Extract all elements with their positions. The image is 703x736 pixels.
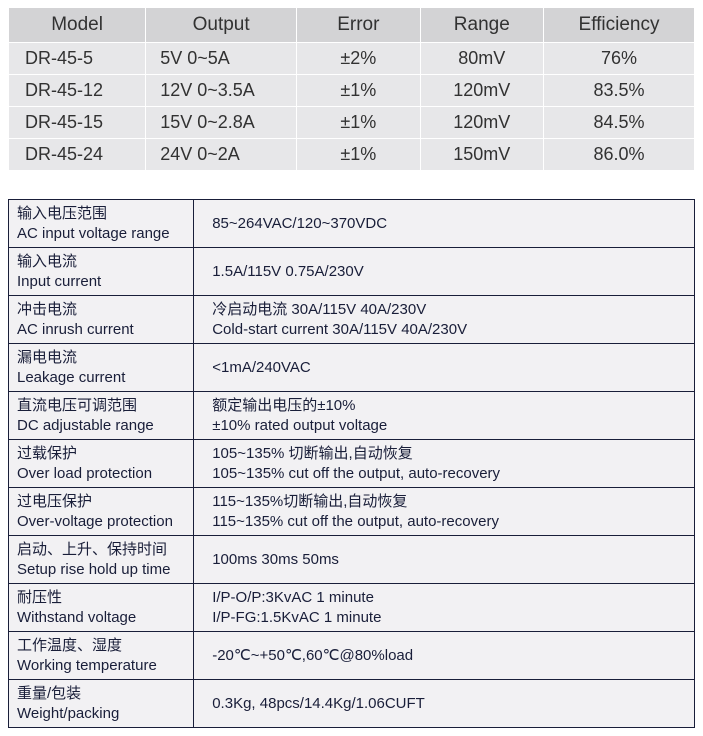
cell-output: 24V 0~2A bbox=[146, 139, 297, 171]
spec-value: 冷启动电流 30A/115V 40A/230VCold-start curren… bbox=[194, 296, 695, 344]
spec-label: 输入电流Input current bbox=[9, 248, 194, 296]
table-row: DR-45-2424V 0~2A±1%150mV86.0% bbox=[9, 139, 695, 171]
spec-value: 105~135% 切断输出,自动恢复105~135% cut off the o… bbox=[194, 440, 695, 488]
cell-range: 120mV bbox=[420, 75, 543, 107]
table-row: DR-45-1212V 0~3.5A±1%120mV83.5% bbox=[9, 75, 695, 107]
spec-row: 重量/包装Weight/packing0.3Kg, 48pcs/14.4Kg/1… bbox=[9, 680, 695, 728]
model-table: Model Output Error Range Efficiency DR-4… bbox=[8, 8, 695, 171]
spec-label: 冲击电流AC inrush current bbox=[9, 296, 194, 344]
spec-row: 冲击电流AC inrush current冷启动电流 30A/115V 40A/… bbox=[9, 296, 695, 344]
spec-table: 输入电压范围AC input voltage range85~264VAC/12… bbox=[8, 199, 695, 728]
spec-label: 耐压性Withstand voltage bbox=[9, 584, 194, 632]
cell-model: DR-45-24 bbox=[9, 139, 146, 171]
spec-row: 漏电电流Leakage current<1mA/240VAC bbox=[9, 344, 695, 392]
spec-value: 100ms 30ms 50ms bbox=[194, 536, 695, 584]
cell-model: DR-45-15 bbox=[9, 107, 146, 139]
spec-row: 耐压性Withstand voltageI/P-O/P:3KvAC 1 minu… bbox=[9, 584, 695, 632]
spec-row: 过电压保护Over-voltage protection115~135%切断输出… bbox=[9, 488, 695, 536]
model-table-header-row: Model Output Error Range Efficiency bbox=[9, 8, 695, 43]
cell-range: 120mV bbox=[420, 107, 543, 139]
cell-range: 150mV bbox=[420, 139, 543, 171]
spec-row: 过载保护Over load protection105~135% 切断输出,自动… bbox=[9, 440, 695, 488]
cell-output: 15V 0~2.8A bbox=[146, 107, 297, 139]
spec-value: 115~135%切断输出,自动恢复115~135% cut off the ou… bbox=[194, 488, 695, 536]
cell-range: 80mV bbox=[420, 43, 543, 75]
spec-label: 输入电压范围AC input voltage range bbox=[9, 200, 194, 248]
spec-value: 85~264VAC/120~370VDC bbox=[194, 200, 695, 248]
spec-label: 漏电电流Leakage current bbox=[9, 344, 194, 392]
spec-label: 过电压保护Over-voltage protection bbox=[9, 488, 194, 536]
spec-row: 输入电压范围AC input voltage range85~264VAC/12… bbox=[9, 200, 695, 248]
spec-value: I/P-O/P:3KvAC 1 minuteI/P-FG:1.5KvAC 1 m… bbox=[194, 584, 695, 632]
cell-efficiency: 84.5% bbox=[544, 107, 695, 139]
spec-label: 启动、上升、保持时间Setup rise hold up time bbox=[9, 536, 194, 584]
col-model: Model bbox=[9, 8, 146, 43]
spec-row: 输入电流Input current1.5A/115V 0.75A/230V bbox=[9, 248, 695, 296]
spec-value: <1mA/240VAC bbox=[194, 344, 695, 392]
cell-error: ±1% bbox=[297, 107, 420, 139]
cell-error: ±2% bbox=[297, 43, 420, 75]
spec-value: 额定输出电压的±10%±10% rated output voltage bbox=[194, 392, 695, 440]
cell-efficiency: 83.5% bbox=[544, 75, 695, 107]
col-efficiency: Efficiency bbox=[544, 8, 695, 43]
cell-output: 12V 0~3.5A bbox=[146, 75, 297, 107]
cell-efficiency: 76% bbox=[544, 43, 695, 75]
spec-value: 0.3Kg, 48pcs/14.4Kg/1.06CUFT bbox=[194, 680, 695, 728]
spec-row: 工作温度、湿度Working temperature-20℃~+50℃,60℃@… bbox=[9, 632, 695, 680]
spec-label: 工作温度、湿度Working temperature bbox=[9, 632, 194, 680]
spec-label: 直流电压可调范围DC adjustable range bbox=[9, 392, 194, 440]
cell-error: ±1% bbox=[297, 75, 420, 107]
spec-value: 1.5A/115V 0.75A/230V bbox=[194, 248, 695, 296]
cell-error: ±1% bbox=[297, 139, 420, 171]
col-output: Output bbox=[146, 8, 297, 43]
spec-label: 重量/包装Weight/packing bbox=[9, 680, 194, 728]
spec-label: 过载保护Over load protection bbox=[9, 440, 194, 488]
cell-model: DR-45-12 bbox=[9, 75, 146, 107]
cell-efficiency: 86.0% bbox=[544, 139, 695, 171]
spec-row: 直流电压可调范围DC adjustable range额定输出电压的±10%±1… bbox=[9, 392, 695, 440]
cell-output: 5V 0~5A bbox=[146, 43, 297, 75]
table-row: DR-45-55V 0~5A±2%80mV76% bbox=[9, 43, 695, 75]
spec-value: -20℃~+50℃,60℃@80%load bbox=[194, 632, 695, 680]
spec-row: 启动、上升、保持时间Setup rise hold up time100ms 3… bbox=[9, 536, 695, 584]
cell-model: DR-45-5 bbox=[9, 43, 146, 75]
table-row: DR-45-1515V 0~2.8A±1%120mV84.5% bbox=[9, 107, 695, 139]
col-range: Range bbox=[420, 8, 543, 43]
col-error: Error bbox=[297, 8, 420, 43]
